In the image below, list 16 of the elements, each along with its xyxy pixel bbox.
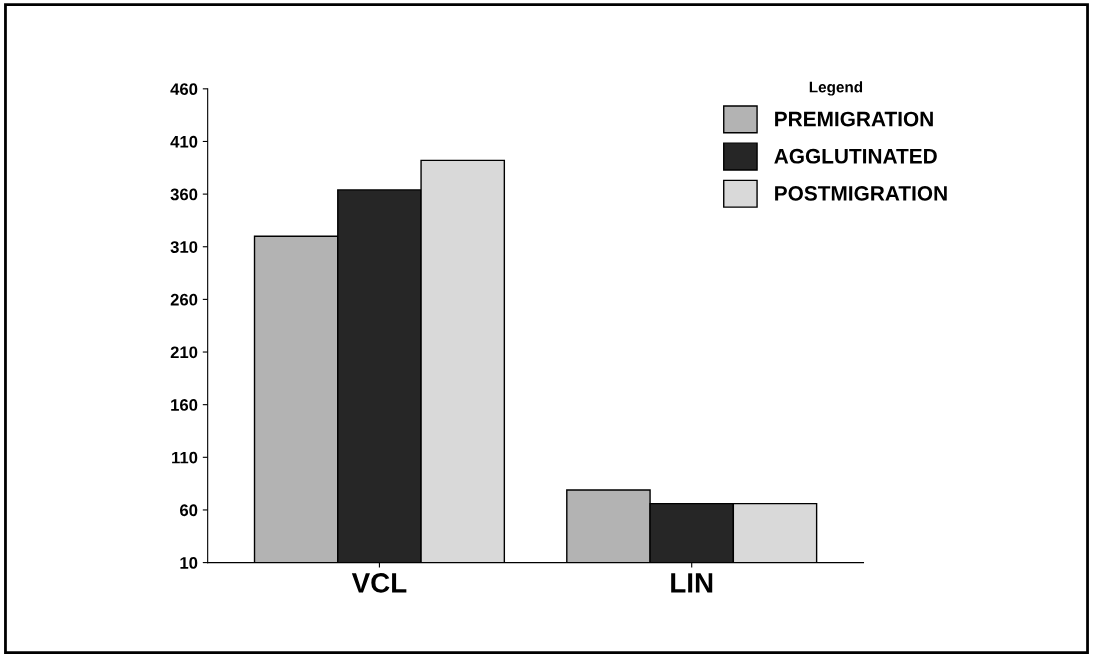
- y-tick-label: 10: [180, 556, 198, 569]
- y-tick-label: 160: [171, 399, 198, 411]
- x-tick-label: LIN: [671, 573, 713, 593]
- legend-label: POSTMIGRATION: [775, 186, 947, 201]
- legend-label: PREMIGRATION: [775, 111, 933, 127]
- x-tick-label: VCL: [351, 573, 407, 593]
- legend-title: Legend: [809, 81, 863, 96]
- legend-label: AGGLUTINATED: [774, 148, 937, 164]
- y-tick-label: 260: [170, 293, 198, 306]
- y-tick-label: 360: [170, 188, 198, 201]
- y-tick-label: 460: [170, 83, 198, 96]
- y-tick-label: 310: [170, 241, 198, 253]
- y-tick-label: 410: [170, 135, 198, 148]
- y-tick-label: 110: [172, 451, 198, 464]
- y-tick-label: 60: [180, 504, 198, 517]
- y-tick-label: 210: [170, 346, 198, 359]
